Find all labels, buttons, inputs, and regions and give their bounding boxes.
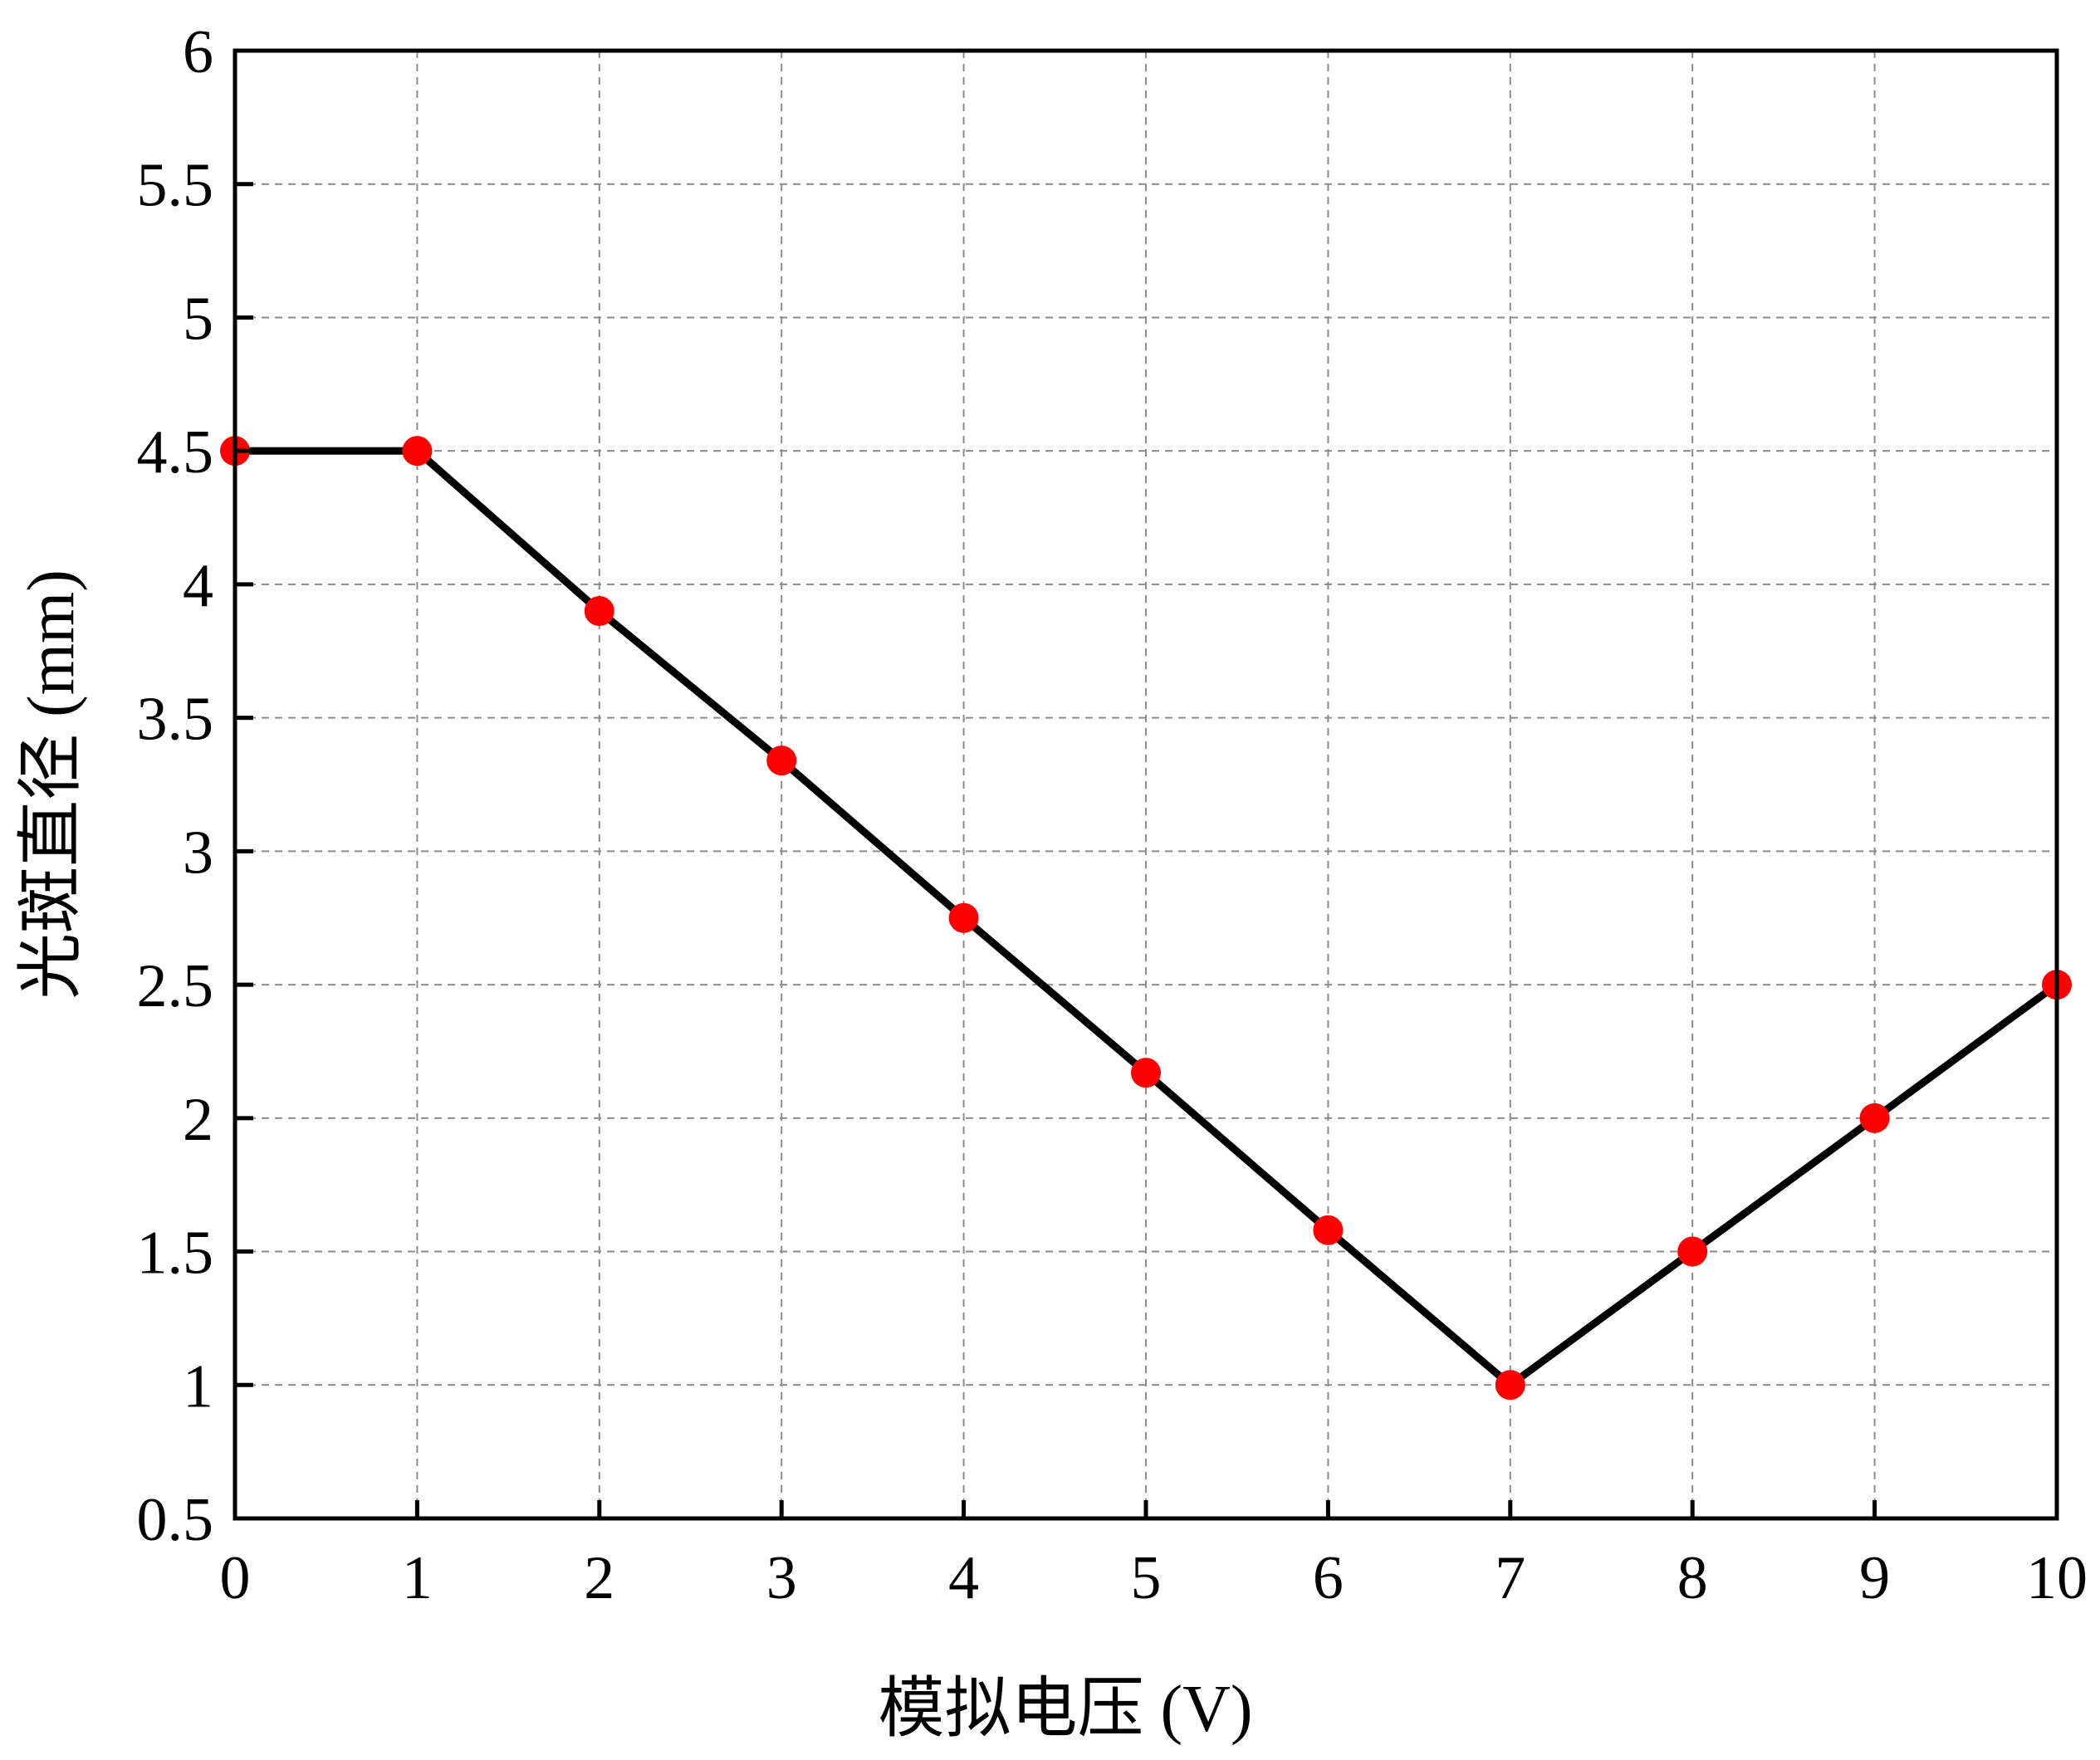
data-point: [1859, 1102, 1890, 1133]
x-tick-label: 7: [1495, 1544, 1525, 1612]
y-tick-label: 3.5: [137, 686, 214, 754]
x-tick-label: 2: [584, 1544, 614, 1612]
y-tick-label: 4: [183, 552, 213, 620]
x-tick-label: 10: [2026, 1544, 2088, 1612]
x-tick-label: 9: [1859, 1544, 1890, 1612]
y-tick-label: 5.5: [137, 152, 214, 220]
y-tick-label: 1: [183, 1352, 213, 1420]
data-point: [1131, 1058, 1161, 1088]
x-tick-label: 0: [220, 1544, 251, 1612]
y-tick-label: 5: [183, 285, 213, 353]
y-tick-label: 3: [183, 819, 213, 887]
grid: [235, 51, 2057, 1518]
x-tick-label: 5: [1131, 1544, 1162, 1612]
data-point: [766, 746, 797, 776]
data-point: [1495, 1370, 1525, 1401]
y-tick-label: 2.5: [137, 952, 214, 1020]
x-tick-label: 4: [948, 1544, 979, 1612]
y-tick-label: 0.5: [137, 1486, 214, 1554]
y-tick-label: 2: [183, 1086, 213, 1154]
data-point: [584, 596, 614, 627]
y-axis-tick-labels: 0.5 1 1.5 2 2.5 3 3.5 4 4.5 5 5.5 6: [137, 18, 214, 1554]
y-tick-label: 1.5: [137, 1220, 214, 1288]
x-tick-label: 3: [766, 1544, 797, 1612]
y-tick-label: 4.5: [137, 418, 214, 486]
data-point: [948, 902, 979, 933]
data-point: [1313, 1215, 1344, 1245]
series-layer: [220, 436, 2072, 1401]
data-point: [1677, 1236, 1708, 1267]
x-tick-label: 6: [1313, 1544, 1344, 1612]
x-axis-title: 模拟电压 (V): [878, 1673, 1252, 1746]
x-tick-label: 8: [1677, 1544, 1708, 1612]
y-axis-title: 光斑直径 (mm): [15, 570, 88, 1000]
y-tick-label: 6: [183, 18, 213, 86]
x-axis-tick-labels: 0 1 2 3 4 5 6 7 8 9 10: [220, 1544, 2088, 1612]
axis-ticks: [233, 48, 2059, 1521]
x-tick-label: 1: [402, 1544, 433, 1612]
data-point: [402, 436, 433, 467]
